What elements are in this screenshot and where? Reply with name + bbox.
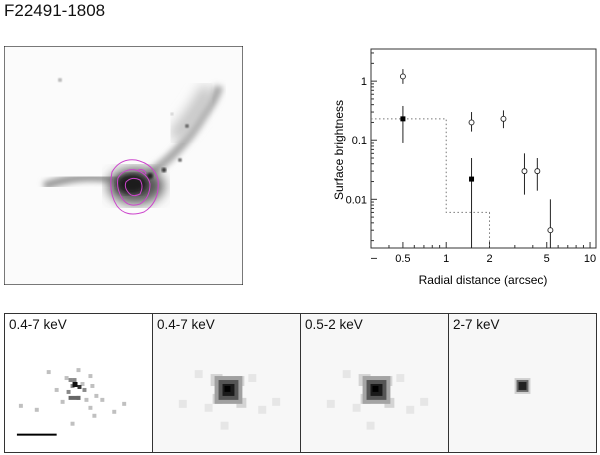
- hard-band-image: [449, 314, 596, 452]
- y-axis-label: Surface brightness: [332, 100, 346, 200]
- optical-image-panel: [3, 45, 244, 286]
- tail-halo: [168, 84, 217, 144]
- x-tick-label: 0.5: [395, 253, 410, 265]
- panel-label-soft-band: 0.5-2 keV: [305, 317, 363, 332]
- smoothed-full-band-image: [153, 314, 300, 452]
- galaxy-nucleus: [117, 174, 147, 194]
- xray-panel-hard-band: 2-7 keV: [449, 314, 596, 452]
- figure-title: F22491-1808: [4, 1, 106, 20]
- surface-brightness-plot: 0.5 1 2 5 10 1 0.1 0.01 Radial distance (arcsec…: [332, 48, 597, 287]
- data-point-square: [469, 176, 475, 182]
- plot-frame: [370, 48, 597, 249]
- x-tick-label: 1: [443, 253, 449, 265]
- panel-label-full-band: 0.4-7 keV: [157, 317, 215, 332]
- xray-panel-counts: 0.4-7 keV: [5, 314, 153, 452]
- panel-label-counts: 0.4-7 keV: [9, 317, 67, 332]
- raw-counts-image: [16, 368, 127, 436]
- y-tick-label: 0.01: [346, 194, 367, 206]
- x-axis-label: Radial distance (arcsec): [419, 273, 548, 287]
- tidal-tail-east: [146, 84, 224, 178]
- data-point-circle: [468, 119, 475, 126]
- xray-contours: [110, 159, 159, 215]
- data-point-square: [400, 116, 406, 122]
- y-tick-label: 1: [361, 76, 367, 88]
- smoothed-soft-band-image: [301, 314, 448, 452]
- data-point-circle: [534, 168, 541, 175]
- data-point-circle: [547, 227, 554, 234]
- surface-brightness-chart: 0.5 1 2 5 10 1 0.1 0.01 Radial distance (arcsec…: [300, 40, 600, 290]
- y-tick-label: 0.1: [352, 135, 367, 147]
- data-point-circle: [521, 168, 528, 175]
- optical-galaxy-image: [3, 45, 244, 286]
- panel-label-hard-band: 2-7 keV: [453, 317, 500, 332]
- scale-bar: [16, 433, 57, 436]
- data-point-circle: [399, 73, 406, 80]
- x-tick-label: 2: [486, 253, 492, 265]
- xray-image-strip: 0.4-7 keV 0.4-7: [4, 313, 597, 453]
- data-point-circle: [500, 115, 507, 122]
- x-tick-label: 5: [544, 253, 550, 265]
- xray-panel-soft-band: 0.5-2 keV: [301, 314, 449, 452]
- xray-panel-full-band: 0.4-7 keV: [153, 314, 301, 452]
- x-tick-label: 10: [584, 253, 596, 265]
- model-step-line: [371, 118, 491, 248]
